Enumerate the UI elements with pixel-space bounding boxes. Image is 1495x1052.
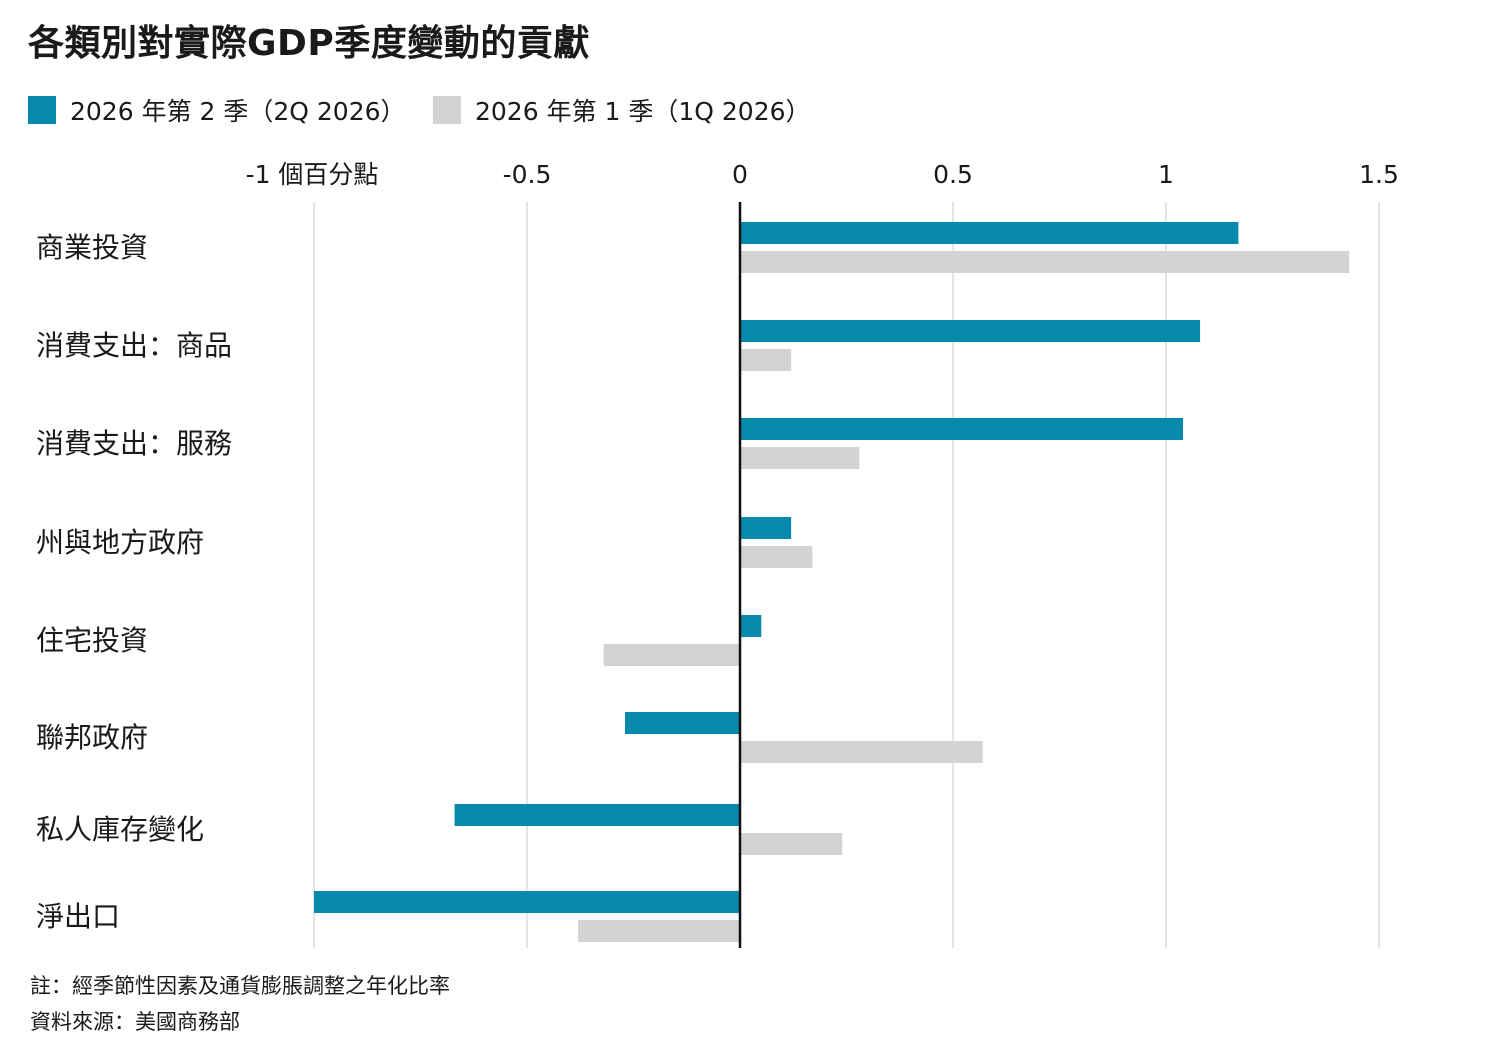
bar-q1 bbox=[578, 920, 740, 942]
bar-q2 bbox=[454, 804, 740, 826]
legend-swatch-q2 bbox=[28, 96, 56, 124]
legend-item-q1: 2026 年第 1 季（1Q 2026） bbox=[433, 92, 811, 128]
bar-q1 bbox=[740, 349, 792, 371]
bar-q2 bbox=[314, 891, 740, 913]
bar-q2 bbox=[740, 320, 1201, 342]
bar-q2 bbox=[740, 517, 792, 539]
bar-q2 bbox=[624, 712, 740, 734]
bar-q1 bbox=[740, 546, 813, 568]
x-tick-label: 1.5 bbox=[1359, 160, 1399, 189]
category-label: 商業投資 bbox=[36, 231, 148, 264]
category-label: 聯邦政府 bbox=[36, 721, 148, 754]
legend-label-q1: 2026 年第 1 季（1Q 2026） bbox=[475, 97, 811, 126]
bar-q1 bbox=[740, 447, 860, 469]
bar-q1 bbox=[603, 644, 740, 666]
chart-note: 註：經季節性因素及通貨膨脹調整之年化比率 bbox=[30, 974, 450, 998]
x-tick-label: 1 bbox=[1158, 160, 1174, 189]
legend-swatch-q1 bbox=[433, 96, 461, 124]
category-label: 淨出口 bbox=[36, 900, 120, 933]
legend-label-q2: 2026 年第 2 季（2Q 2026） bbox=[70, 97, 406, 126]
bar-q1 bbox=[740, 251, 1350, 273]
x-tick-label: -1 個百分點 bbox=[246, 160, 379, 189]
x-tick-label: 0 bbox=[732, 160, 748, 189]
bar-q1 bbox=[740, 741, 983, 763]
category-label: 消費支出：商品 bbox=[36, 329, 232, 362]
category-label: 消費支出：服務 bbox=[36, 427, 232, 460]
bar-q1 bbox=[740, 833, 843, 855]
chart-source: 資料來源：美國商務部 bbox=[30, 1010, 240, 1034]
category-label: 住宅投資 bbox=[36, 624, 148, 657]
bar-q2 bbox=[740, 222, 1239, 244]
bar-chart: -1 個百分點 -0.5 0 0.5 1 1.5 商業投資消費支出：商品消費支出：服務州與地… bbox=[36, 160, 1399, 948]
legend-item-q2: 2026 年第 2 季（2Q 2026） bbox=[28, 92, 406, 128]
bar-q2 bbox=[740, 418, 1184, 440]
chart-title: 各類別對實際GDP季度變動的貢獻 bbox=[28, 23, 590, 64]
category-label: 州與地方政府 bbox=[36, 526, 204, 559]
x-tick-label: -0.5 bbox=[503, 160, 552, 189]
bar-q2 bbox=[740, 615, 762, 637]
category-label: 私人庫存變化 bbox=[36, 813, 204, 846]
x-tick-label: 0.5 bbox=[933, 160, 973, 189]
